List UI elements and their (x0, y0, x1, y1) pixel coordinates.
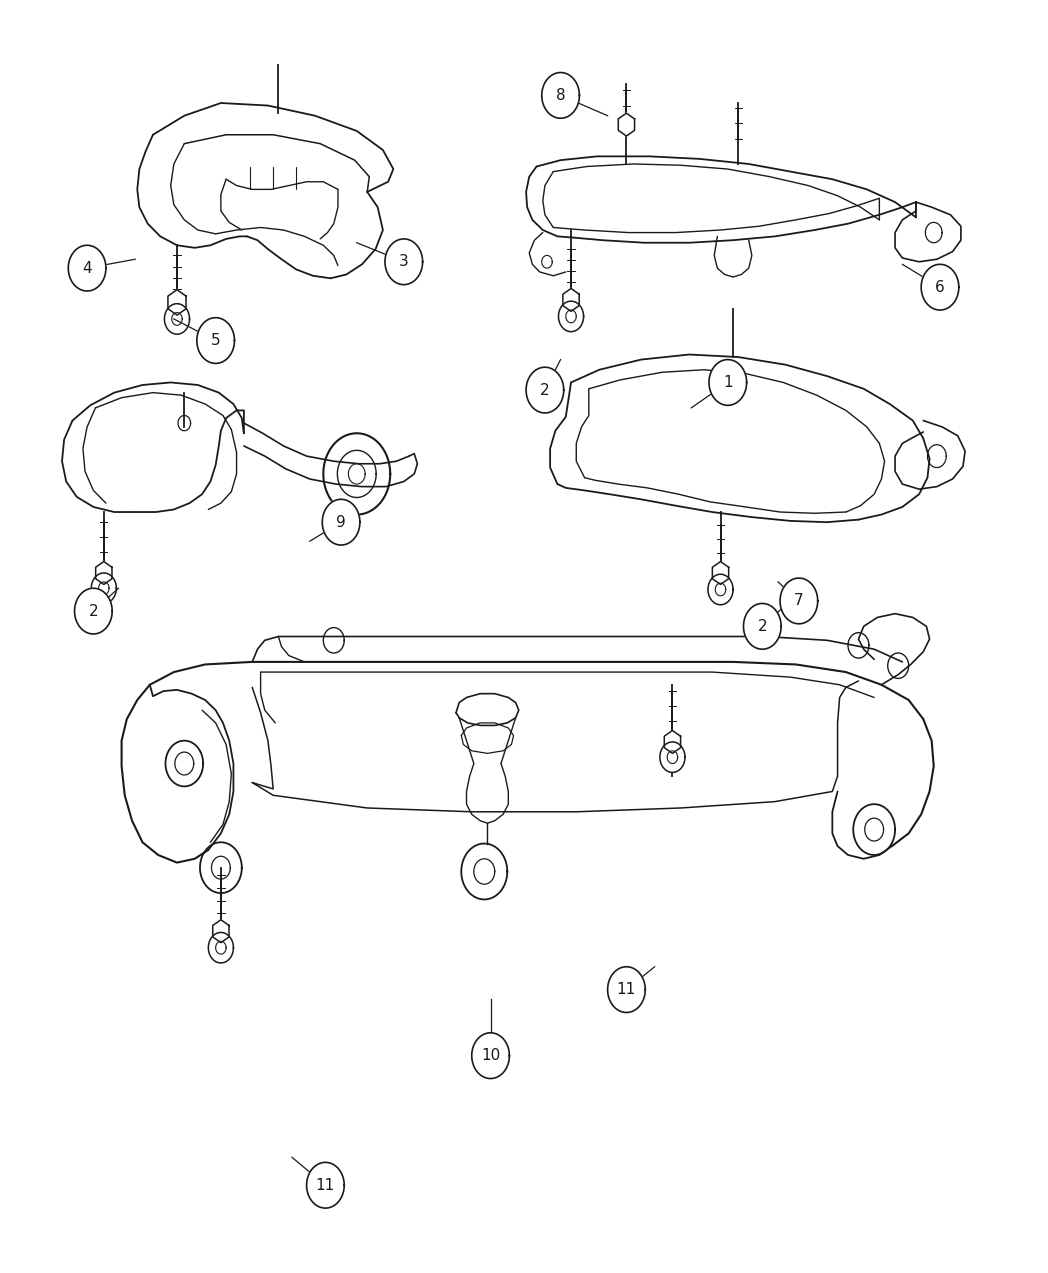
Polygon shape (213, 920, 230, 942)
Polygon shape (563, 289, 580, 312)
Text: 11: 11 (315, 1178, 335, 1193)
Polygon shape (709, 359, 746, 405)
Polygon shape (660, 742, 685, 773)
Polygon shape (542, 73, 580, 118)
Text: 2: 2 (758, 619, 767, 634)
Polygon shape (307, 1162, 344, 1208)
Polygon shape (618, 113, 635, 136)
Text: 4: 4 (83, 261, 92, 276)
Polygon shape (323, 499, 359, 545)
Polygon shape (664, 731, 680, 754)
Polygon shape (780, 578, 817, 624)
Polygon shape (74, 588, 112, 634)
Polygon shape (608, 966, 646, 1012)
Text: 11: 11 (617, 983, 636, 997)
Polygon shape (165, 304, 190, 335)
Text: 5: 5 (211, 334, 220, 348)
Text: 10: 10 (481, 1048, 500, 1063)
Text: 3: 3 (399, 255, 409, 270)
Polygon shape (559, 302, 584, 332)
Polygon shape (209, 932, 234, 962)
Text: 2: 2 (88, 603, 99, 619)
Polygon shape (68, 246, 106, 292)
Polygon shape (743, 603, 781, 649)
Polygon shape (197, 318, 235, 363)
Text: 1: 1 (723, 376, 733, 390)
Polygon shape (91, 573, 116, 603)
Polygon shape (526, 367, 564, 412)
Text: 9: 9 (336, 514, 346, 530)
Polygon shape (472, 1032, 509, 1078)
Polygon shape (95, 561, 112, 584)
Text: 8: 8 (555, 88, 565, 103)
Polygon shape (921, 265, 959, 311)
Text: 7: 7 (794, 593, 804, 608)
Polygon shape (708, 574, 733, 605)
Polygon shape (713, 561, 728, 584)
Text: 2: 2 (540, 383, 550, 397)
Text: 6: 6 (935, 280, 945, 294)
Polygon shape (385, 239, 422, 285)
Polygon shape (168, 290, 187, 316)
